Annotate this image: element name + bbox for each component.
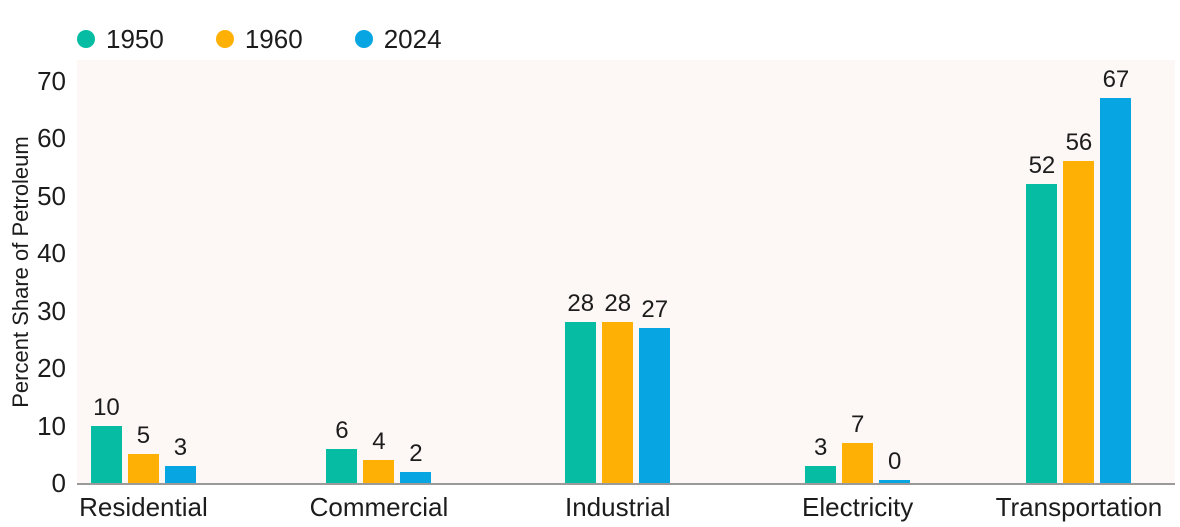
y-tick-label: 10 <box>37 410 66 441</box>
bar-1960-commercial[interactable] <box>363 460 395 483</box>
bar-value-label: 28 <box>604 290 632 318</box>
bar-2024-industrial[interactable] <box>639 327 671 483</box>
bar-2024-residential[interactable] <box>164 465 196 483</box>
bar-value-label: 52 <box>1028 152 1056 180</box>
legend-dot-icon <box>354 30 373 48</box>
bar-value-label: 6 <box>335 416 349 444</box>
x-axis-label-electricity: Electricity <box>802 492 914 522</box>
y-tick-label: 30 <box>37 295 66 326</box>
legend-label: 1950 <box>106 24 164 54</box>
bar-2024-transportation[interactable] <box>1100 98 1132 483</box>
x-axis-label-transportation: Transportation <box>995 492 1163 522</box>
bar-1950-industrial[interactable] <box>565 322 597 483</box>
bar-2024-commercial[interactable] <box>400 471 432 483</box>
legend-dot-icon <box>215 30 234 48</box>
bar-value-label: 7 <box>850 410 865 438</box>
legend-item-1960[interactable]: 1960 <box>215 24 303 54</box>
y-tick-label: 40 <box>37 238 66 269</box>
bar-value-label: 10 <box>93 393 120 421</box>
bar-value-label: 5 <box>136 422 151 450</box>
legend-label: 2024 <box>383 24 442 54</box>
bar-1950-electricity[interactable] <box>805 465 837 483</box>
bar-value-label: 28 <box>567 290 595 318</box>
y-tick-label: 20 <box>37 353 66 384</box>
x-axis-label-residential: Residential <box>79 492 208 522</box>
bar-1950-residential[interactable] <box>90 425 122 483</box>
x-axis-label-commercial: Commercial <box>309 492 449 522</box>
bar-1950-commercial[interactable] <box>326 448 358 483</box>
y-tick-label: 60 <box>37 123 66 154</box>
bar-value-label: 56 <box>1065 129 1093 157</box>
bar-2024-electricity[interactable] <box>879 480 911 483</box>
plot-area: 10 5 3 6 4 2 28 28 27 3 7 0 52 56 67 <box>77 60 1175 485</box>
bar-1960-electricity[interactable] <box>842 442 874 483</box>
bar-value-label: 4 <box>372 428 386 456</box>
bar-value-label: 2 <box>409 439 423 467</box>
legend-label: 1960 <box>244 24 303 54</box>
bar-value-label: 67 <box>1102 66 1130 94</box>
y-tick-label: 0 <box>51 468 66 498</box>
legend-dot-icon <box>77 30 95 48</box>
legend-item-1950[interactable]: 1950 <box>77 25 164 53</box>
legend: 1950 1960 2024 <box>77 25 442 53</box>
bar-value-label: 3 <box>173 433 188 461</box>
bar-1960-industrial[interactable] <box>602 322 634 483</box>
y-tick-label: 70 <box>37 66 66 96</box>
bar-1960-residential[interactable] <box>127 454 159 483</box>
bar-1950-transportation[interactable] <box>1026 184 1058 483</box>
x-axis-label-industrial: Industrial <box>565 492 671 522</box>
legend-item-2024[interactable]: 2024 <box>354 24 442 54</box>
bar-1960-transportation[interactable] <box>1063 161 1095 483</box>
y-tick-label: 50 <box>37 180 66 211</box>
bar-value-label: 0 <box>887 448 902 475</box>
bar-value-label: 27 <box>641 295 669 323</box>
bar-value-label: 3 <box>813 433 828 461</box>
